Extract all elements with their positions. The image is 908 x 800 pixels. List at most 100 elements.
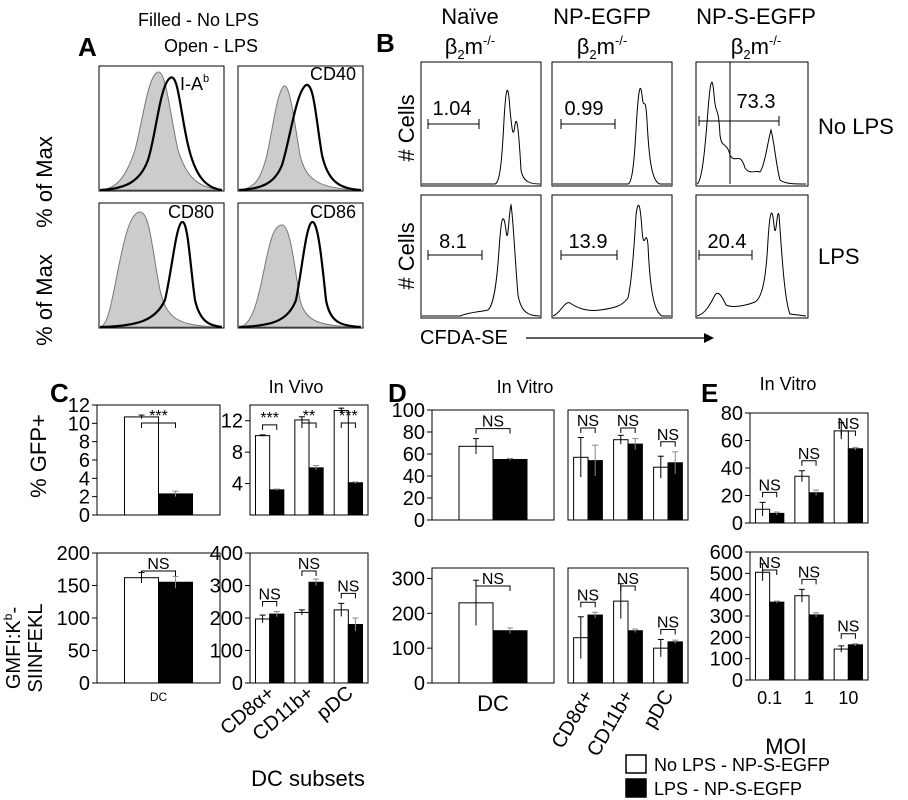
bar-lps [347, 482, 363, 516]
y-tick-label: 100 [210, 641, 243, 663]
y-tick-label: 8 [79, 432, 90, 454]
significance-label: *** [339, 408, 358, 425]
significance-bracket [301, 422, 317, 428]
significance-bracket [660, 628, 676, 635]
significance-label: *** [149, 408, 168, 425]
significance-label: NS [298, 556, 320, 573]
y-tick-label: 300 [392, 568, 425, 590]
y-tick-label: 500 [710, 563, 743, 585]
y-tick-label: 100 [392, 400, 425, 422]
y-tick-label: 0 [232, 673, 243, 695]
ylabel-b-top: # Cells [394, 94, 419, 161]
title-d: In Vitro [497, 377, 554, 397]
significance-label: NS [657, 614, 679, 631]
bar-lps [667, 641, 683, 684]
chart-e_gfp_moi: 0 20 40 60 80 NS NS NS [721, 403, 869, 535]
y-tick-label: 40 [403, 466, 425, 488]
legend: No LPS - NP-S-EGFP LPS - NP-S-EGFP [625, 754, 830, 799]
significance-bracket [762, 569, 778, 575]
svg-text:β2m-/-: β2m-/- [445, 33, 496, 62]
legend-label-open: No LPS - NP-S-EGFP [654, 755, 830, 775]
significance-bracket [475, 585, 511, 591]
chart-d_gfp_subsets: NS NS NS [567, 409, 689, 521]
significance-bracket [141, 570, 176, 576]
panel-label-a: A [78, 32, 97, 62]
y-tick-label: 2 [79, 487, 90, 509]
legend-open-text: Open - LPS [164, 36, 258, 56]
y-tick-label: 0 [414, 510, 425, 532]
chart-c_gmfi_dc: 0 50 100 150 200 NS DC [57, 543, 221, 704]
y-tick-label: 200 [57, 543, 90, 565]
xlabel-dc-subsets: DC subsets [251, 766, 365, 791]
y-tick-label: 600 [710, 542, 743, 564]
y-tick-label: 50 [68, 641, 90, 663]
significance-label: NS [798, 564, 820, 581]
ylabel-gmfi-line2: SIINFEKL [25, 604, 47, 693]
significance-label: *** [260, 410, 279, 427]
y-tick-label: 400 [710, 585, 743, 607]
significance-label: NS [798, 446, 820, 463]
bar-lps [308, 467, 324, 516]
significance-label: NS [577, 413, 599, 430]
svg-text:β2m-/-: β2m-/- [577, 33, 628, 62]
legend-filled-text: Filled - No LPS [138, 10, 259, 30]
x-axis-arrow [526, 333, 714, 343]
bar-lps [808, 492, 824, 524]
bar-no-lps [333, 609, 349, 684]
significance-label: NS [657, 427, 679, 444]
significance-label: NS [759, 477, 781, 494]
cfse-histogram-npegfp-lps: 13.9 [551, 194, 673, 319]
y-tick-label: 10 [68, 413, 90, 435]
significance-label: NS [837, 416, 859, 433]
significance-label: NS [837, 619, 859, 636]
significance-bracket [340, 422, 356, 428]
marker-ia-label: I-Ab [180, 73, 209, 94]
significance-bracket [580, 601, 596, 608]
histogram-cd80: CD80 [98, 202, 225, 329]
significance-bracket [620, 585, 636, 591]
significance-bracket [475, 428, 511, 434]
y-tick-label: 400 [210, 543, 243, 565]
cfse-histogram-npegfp-nolps: 0.99 [551, 61, 673, 187]
y-tick-label: 0 [79, 505, 90, 527]
column-header-np-s-egfp: NP-S-EGFP β2m-/- [696, 4, 816, 62]
panel-label-e: E [701, 378, 718, 408]
bar-no-lps [613, 439, 629, 521]
bar-lps [769, 512, 785, 524]
significance-label: NS [759, 555, 781, 572]
title-e: In Vitro [760, 374, 817, 394]
y-tick-label: 300 [210, 576, 243, 598]
y-tick-label: 40 [721, 458, 743, 480]
y-tick-label: 0 [732, 670, 743, 692]
category-label: 1 [804, 688, 814, 708]
y-tick-label: 200 [710, 627, 743, 649]
bar-no-lps [833, 648, 849, 681]
y-tick-label: 0 [79, 673, 90, 695]
bar-lps [347, 624, 363, 684]
ylabel-gfp: % GFP+ [26, 414, 51, 498]
marker-cd80-label: CD80 [168, 202, 214, 222]
bar-lps [158, 581, 193, 684]
category-label: 0.1 [757, 688, 782, 708]
bar-lps [769, 601, 785, 681]
row-label-lps: LPS [818, 244, 860, 269]
bar-lps [308, 581, 324, 684]
y-tick-label: 20 [403, 488, 425, 510]
title-c: In Vivo [269, 377, 324, 397]
bar-lps [847, 448, 863, 524]
significance-label: NS [482, 414, 504, 431]
gate-value: 73.3 [737, 91, 776, 113]
gate-value: 13.9 [569, 231, 608, 253]
significance-bracket [840, 430, 856, 436]
significance-label: NS [577, 587, 599, 604]
significance-label: NS [482, 571, 504, 588]
significance-label: NS [147, 556, 169, 573]
column-header-naive: Naïve β2m-/- [441, 4, 498, 62]
svg-text:NP-EGFP: NP-EGFP [553, 4, 651, 29]
y-tick-label: 60 [721, 431, 743, 453]
ylabel-gmfi-line1: GMFI:Kb- [1, 607, 25, 689]
